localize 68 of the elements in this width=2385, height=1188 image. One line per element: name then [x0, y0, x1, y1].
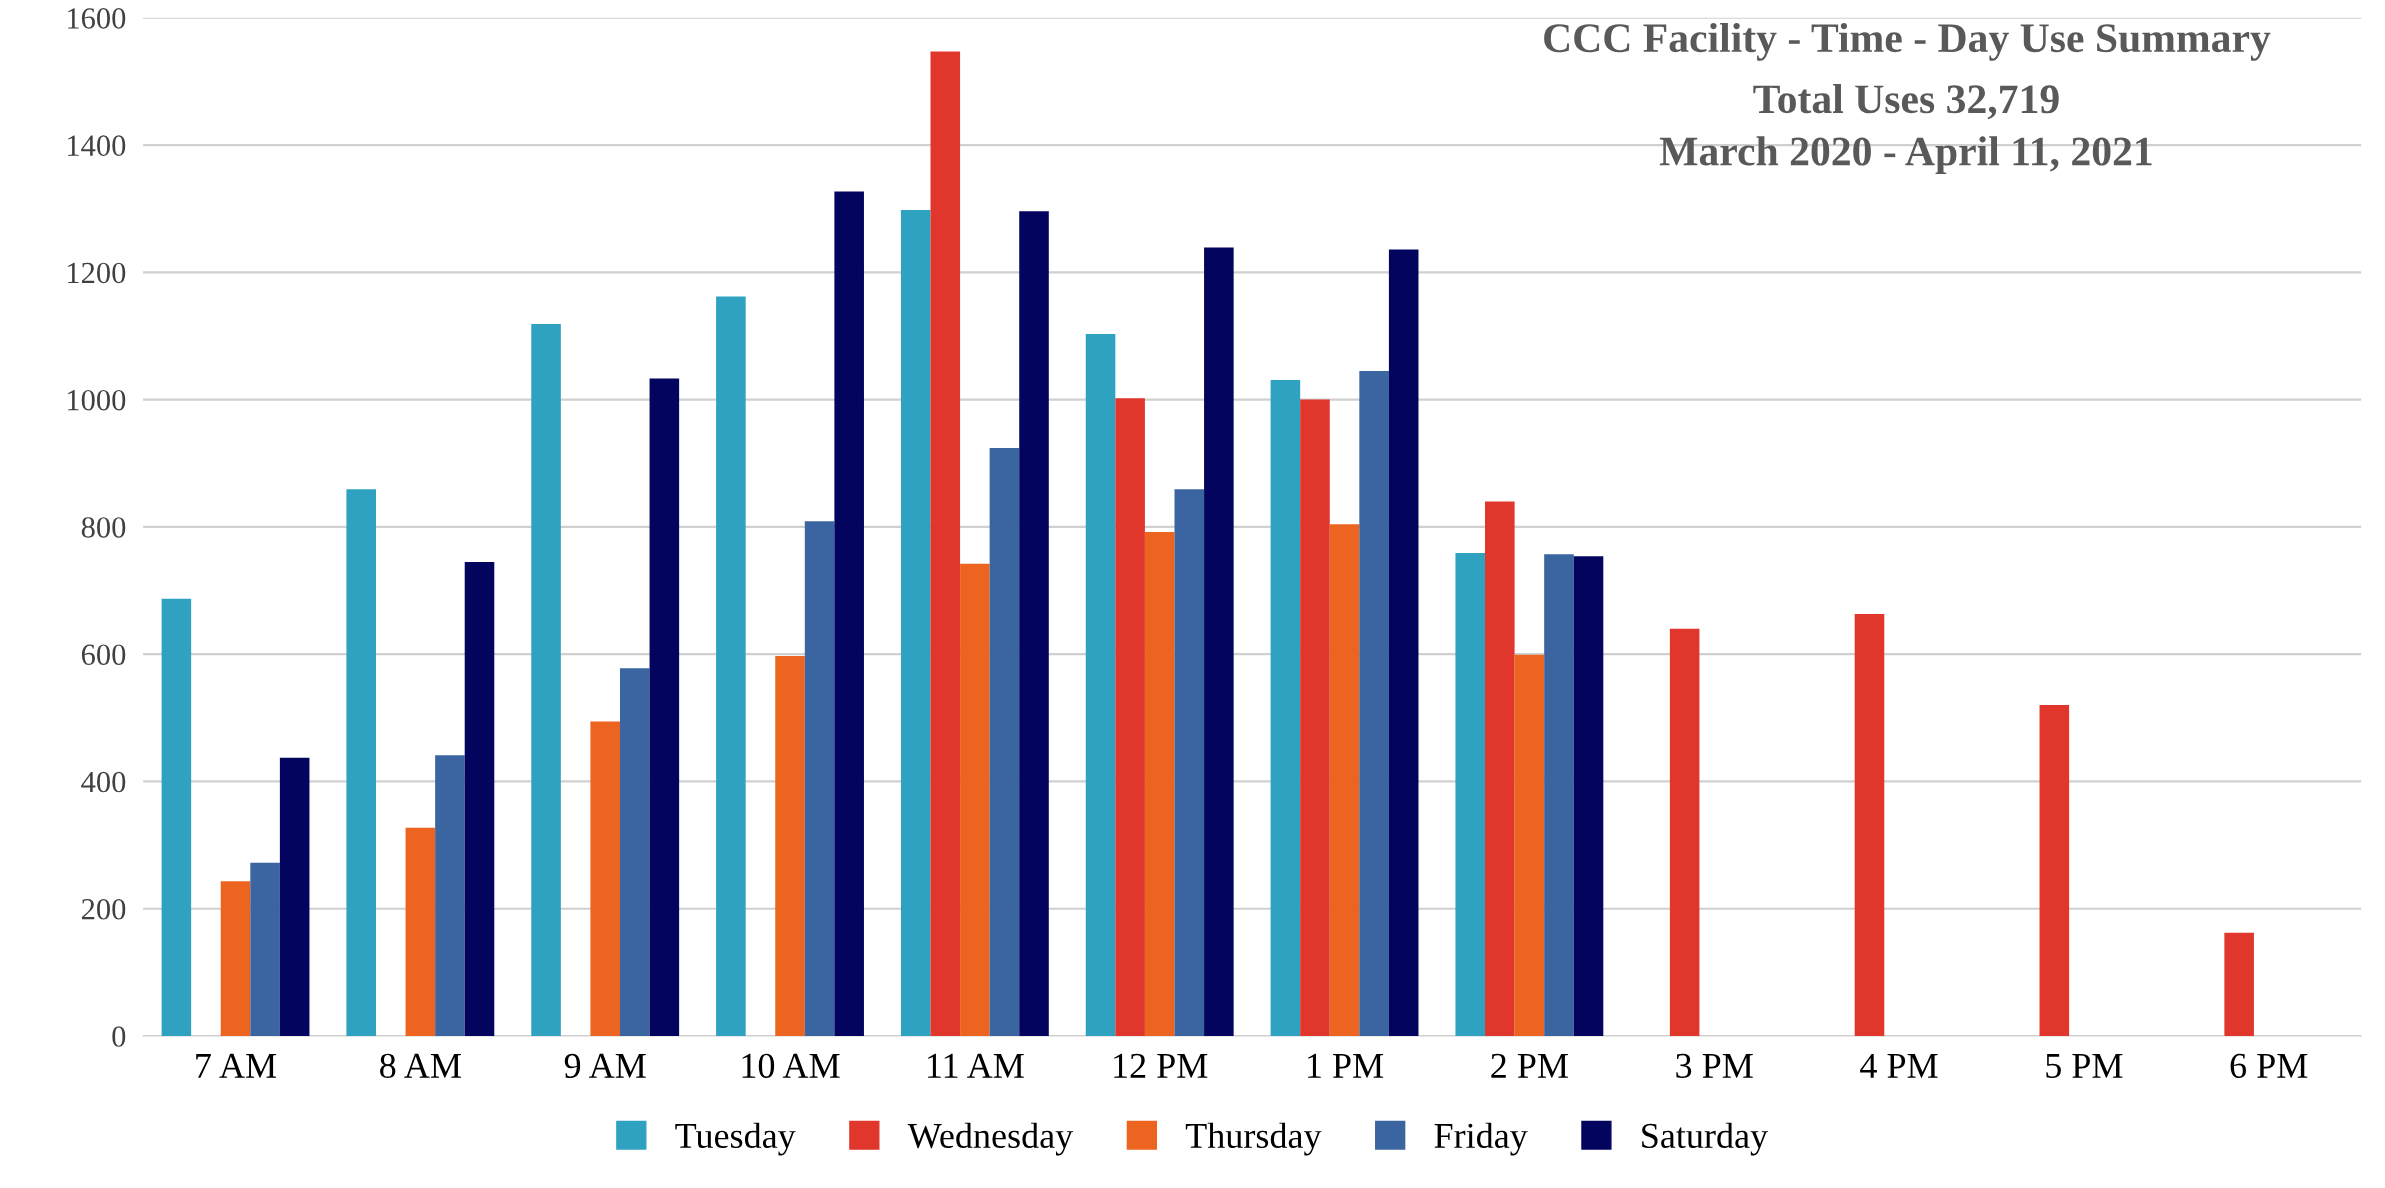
bar	[590, 721, 620, 1036]
bar	[220, 881, 251, 1036]
bar	[1388, 249, 1419, 1036]
y-tick-label: 400	[81, 771, 126, 793]
bar	[775, 656, 805, 1036]
y-tick-label: 200	[81, 898, 126, 920]
bar	[2039, 705, 2070, 1036]
x-tick-label: 11 AM	[928, 1053, 1024, 1078]
bar	[1115, 398, 1145, 1036]
bar	[930, 51, 961, 1036]
legend-label: Tuesday	[675, 1122, 796, 1156]
legend-label: Saturday	[1642, 1122, 1768, 1156]
bar	[1854, 614, 1885, 1036]
y-tick-label: 1200	[68, 262, 126, 284]
y-tick-label: 800	[81, 517, 126, 538]
bar	[1514, 654, 1545, 1036]
x-tick-label: 4 PM	[1860, 1053, 1938, 1078]
bar	[531, 323, 561, 1036]
bar	[649, 378, 680, 1036]
bar	[1455, 552, 1486, 1036]
bar	[1270, 379, 1301, 1036]
bar	[1669, 628, 1700, 1036]
y-tick-label: 600	[81, 644, 126, 666]
bar	[2224, 932, 2254, 1036]
x-tick-label: 10 AM	[742, 1053, 840, 1079]
legend-label: Thursday	[1185, 1122, 1322, 1156]
bar	[900, 209, 931, 1036]
bar	[1204, 247, 1234, 1036]
bar	[989, 447, 1020, 1036]
y-tick-label: 1000	[68, 389, 126, 411]
bar	[1359, 370, 1389, 1036]
x-tick-label: 12 PM	[1114, 1053, 1208, 1078]
bar	[1085, 334, 1116, 1036]
legend-label: Friday	[1434, 1122, 1528, 1156]
text: Total Uses 32,719 March 2020 - April 11, 2021	[1659, 84, 2152, 175]
y-tick-label: 1600	[68, 8, 126, 29]
bar	[279, 757, 310, 1036]
x-tick-label: 8 AM	[380, 1053, 461, 1079]
bar	[1485, 501, 1515, 1036]
x-tick-label: 2 PM	[1491, 1053, 1568, 1078]
bar	[250, 862, 280, 1036]
bar	[1329, 524, 1360, 1036]
x-tick-label: 5 PM	[2046, 1054, 2123, 1079]
bar	[960, 563, 990, 1036]
bar	[619, 668, 650, 1036]
bar	[464, 561, 495, 1036]
bar	[346, 489, 376, 1036]
bar	[405, 827, 436, 1036]
bar	[161, 598, 192, 1036]
bar	[1144, 531, 1175, 1036]
chart-title: CCC Facility - Time - Day Use Summary	[1544, 22, 2271, 61]
bar	[834, 191, 864, 1036]
bar	[1573, 556, 1604, 1036]
bar	[1544, 554, 1574, 1036]
bar	[804, 521, 835, 1036]
y-tick-label: 1400	[68, 135, 126, 156]
bar	[1300, 399, 1330, 1036]
x-tick-label: 6 PM	[2230, 1053, 2308, 1079]
legend-label: Wednesday	[907, 1122, 1074, 1156]
x-tick-label: 3 PM	[1676, 1053, 1753, 1079]
x-tick-label: 1 PM	[1308, 1053, 1384, 1078]
x-tick-label: 9 AM	[564, 1053, 646, 1079]
y-tick-label: 0	[112, 1026, 126, 1047]
x-tick-label: 7 AM	[196, 1053, 277, 1078]
bar	[1174, 489, 1205, 1036]
bar	[716, 296, 746, 1036]
bar	[1019, 211, 1049, 1036]
bar	[435, 755, 465, 1036]
